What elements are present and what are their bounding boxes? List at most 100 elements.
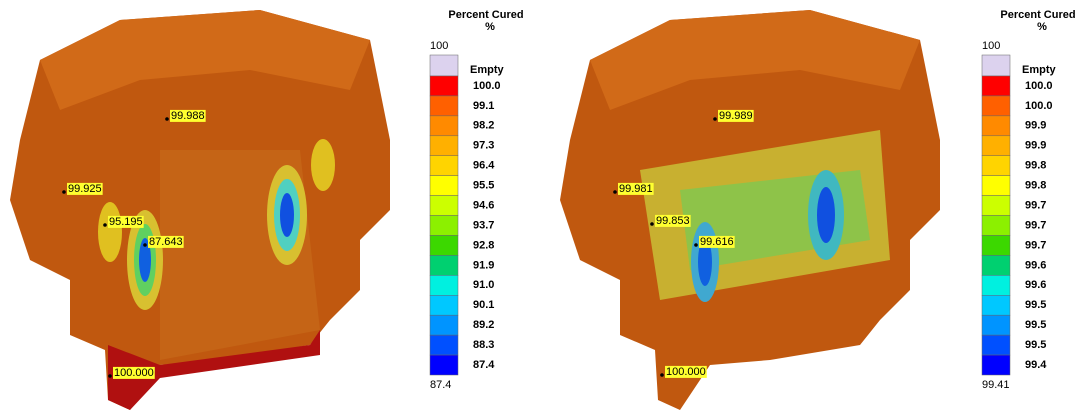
legend-value: 99.4: [1025, 359, 1047, 371]
probe-dot: [694, 243, 698, 247]
legend-value: 91.9: [473, 259, 494, 271]
probe: 99.925: [62, 183, 102, 195]
legend-swatch: [430, 96, 458, 116]
legend-swatch: [982, 176, 1010, 196]
legend-swatch: [430, 116, 458, 136]
legend-value: 90.1: [473, 299, 494, 311]
legend-swatch: [982, 355, 1010, 375]
legend-swatch: [430, 335, 458, 355]
render-2: [560, 10, 940, 410]
legend-swatch: [430, 136, 458, 156]
cure-spot: [280, 193, 294, 237]
legend-value: 100.0: [1025, 100, 1053, 112]
legend-swatch: [430, 355, 458, 375]
probe-dot: [660, 373, 664, 377]
legend-value: 99.7: [1025, 239, 1046, 251]
legend-swatch: [982, 255, 1010, 275]
probe-label: 100.000: [114, 367, 154, 379]
legend-value: 100.0: [473, 80, 501, 92]
probe-dot: [613, 190, 617, 194]
legend-swatch: [430, 176, 458, 196]
probe-label: 100.000: [666, 366, 706, 378]
probe-label: 99.981: [619, 183, 653, 195]
probe-dot: [143, 243, 147, 247]
legend-value: 98.2: [473, 120, 494, 132]
legend-value: 95.5: [473, 180, 494, 192]
legend-min: 87.4: [430, 379, 451, 391]
legend-max: 100: [430, 40, 448, 52]
legend-swatch: [982, 335, 1010, 355]
legend-value: 99.8: [1025, 180, 1046, 192]
probe: 99.981: [613, 183, 653, 195]
legend-swatch: [982, 116, 1010, 136]
cure-spot: [98, 202, 122, 262]
legend-value: 99.8: [1025, 160, 1046, 172]
probe-label: 99.989: [719, 110, 753, 122]
empty-swatch: [982, 55, 1010, 76]
probe-label: 99.925: [68, 183, 102, 195]
legend-min: 99.41: [982, 379, 1010, 391]
legend-value: 99.6: [1025, 259, 1046, 271]
legend-swatch: [430, 315, 458, 335]
legend-value: 99.7: [1025, 199, 1046, 211]
legend-value: 100.0: [1025, 80, 1053, 92]
probe: 99.853: [650, 215, 690, 227]
probe-dot: [108, 374, 112, 378]
legend-unit: %: [1037, 21, 1047, 33]
legend-title: Percent Cured: [448, 9, 523, 21]
legend-swatch: [982, 76, 1010, 96]
legend-value: 99.5: [1025, 299, 1046, 311]
legend-swatch: [430, 235, 458, 255]
empty-swatch: [430, 55, 458, 76]
legend-empty: Empty: [470, 64, 505, 76]
legend-value: 92.8: [473, 239, 494, 251]
probe-label: 99.988: [171, 110, 205, 122]
probe-dot: [62, 190, 66, 194]
legend-swatch: [982, 216, 1010, 236]
legend-title: Percent Cured: [1000, 9, 1075, 21]
legend-swatch: [982, 235, 1010, 255]
legend-value: 89.2: [473, 319, 494, 331]
legend-swatch: [430, 275, 458, 295]
legend-swatch: [982, 275, 1010, 295]
legend-unit: %: [485, 21, 495, 33]
cure-spot: [311, 139, 335, 191]
legend-value: 96.4: [473, 160, 495, 172]
legend-value: 91.0: [473, 279, 494, 291]
legend-value: 99.1: [473, 100, 494, 112]
legend-value: 99.9: [1025, 140, 1046, 152]
legend-value: 88.3: [473, 339, 494, 351]
probe-dot: [103, 223, 107, 227]
render-1: [10, 10, 390, 410]
legend-swatch: [982, 136, 1010, 156]
legend-max: 100: [982, 40, 1000, 52]
probe-label: 95.195: [109, 216, 143, 228]
legend-swatch: [982, 295, 1010, 315]
probe-label: 99.853: [656, 215, 690, 227]
legend-value: 87.4: [473, 359, 495, 371]
legend-empty: Empty: [1022, 64, 1057, 76]
probe-label: 99.616: [700, 236, 734, 248]
probe: 99.989: [713, 110, 753, 122]
legend-swatch: [982, 315, 1010, 335]
screen: Percent Cured%100Empty100.099.198.297.39…: [0, 0, 1079, 413]
legend-swatch: [982, 156, 1010, 176]
legend-value: 94.6: [473, 199, 494, 211]
probe-dot: [713, 117, 717, 121]
cure-spot: [817, 187, 835, 243]
legend-swatch: [430, 156, 458, 176]
legend-swatch: [430, 255, 458, 275]
legend-swatch: [430, 76, 458, 96]
legend-value: 99.6: [1025, 279, 1046, 291]
legend-swatch: [430, 216, 458, 236]
probe: 100.000: [108, 367, 155, 379]
legend-value: 93.7: [473, 219, 494, 231]
probe-label: 87.643: [149, 236, 183, 248]
probe-dot: [650, 222, 654, 226]
legend-swatch: [430, 295, 458, 315]
legend-swatch: [430, 196, 458, 216]
probe: 99.988: [165, 110, 205, 122]
legend-swatch: [982, 196, 1010, 216]
probe: 99.616: [694, 236, 734, 248]
probe: 95.195: [103, 216, 143, 228]
